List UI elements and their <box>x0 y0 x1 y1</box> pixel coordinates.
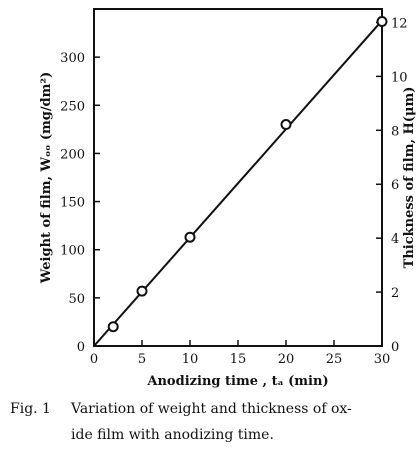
y-left-tick-label: 100 <box>60 244 85 259</box>
y-right-tick-label: 6 <box>391 178 399 193</box>
y-left-tick-label: 50 <box>68 292 85 307</box>
data-points <box>107 16 388 333</box>
x-tick-label: 0 <box>90 352 98 367</box>
plot-frame <box>93 8 383 347</box>
caption-label: Fig. 1 <box>10 401 51 417</box>
data-point <box>184 231 196 243</box>
x-tick-label: 5 <box>138 352 146 367</box>
caption-line-1: Fig. 1 Variation of weight and thickness … <box>10 396 415 422</box>
figure-caption: Fig. 1 Variation of weight and thickness … <box>10 396 415 448</box>
x-tick-label: 15 <box>230 352 247 367</box>
y-right-tick-label: 10 <box>391 70 408 85</box>
data-point <box>136 285 148 297</box>
chart: 0 5 10 15 20 25 30 0 50 100 150 200 250 300 0 2 4 6 8 10 1… <box>39 8 417 389</box>
fit-line <box>93 19 383 347</box>
y-left-tick-label: 300 <box>60 51 85 66</box>
x-axis-ticks: 0 5 10 15 20 25 30 <box>90 340 390 367</box>
y-left-axis-ticks: 0 50 100 150 200 250 300 <box>60 51 100 355</box>
caption-text-1: Variation of weight and thickness of ox- <box>71 401 352 417</box>
data-point <box>280 119 292 131</box>
y-right-tick-label: 0 <box>391 340 399 355</box>
y-left-tick-label: 250 <box>60 99 85 114</box>
y-right-tick-label: 12 <box>391 16 408 31</box>
y-left-tick-label: 0 <box>77 340 85 355</box>
x-tick-label: 30 <box>374 352 391 367</box>
y-left-axis-title: Weight of film, Wₒₒ (mg/dm²) <box>39 72 54 285</box>
x-tick-label: 10 <box>182 352 199 367</box>
y-right-axis-title: Thickness of film, H(μm) <box>402 87 417 269</box>
y-right-tick-label: 4 <box>391 232 399 247</box>
y-right-tick-label: 2 <box>391 286 399 301</box>
caption-text-2: ide film with anodizing time. <box>71 427 274 443</box>
y-right-tick-label: 8 <box>391 124 399 139</box>
y-left-tick-label: 150 <box>60 196 85 211</box>
data-point <box>376 16 388 28</box>
y-left-tick-label: 200 <box>60 147 85 162</box>
x-axis-title: Anodizing time , tₐ (min) <box>146 374 328 389</box>
data-point <box>107 321 119 333</box>
x-tick-label: 20 <box>278 352 295 367</box>
x-tick-label: 25 <box>326 352 343 367</box>
y-right-axis-ticks: 0 2 4 6 8 10 12 <box>376 16 408 355</box>
